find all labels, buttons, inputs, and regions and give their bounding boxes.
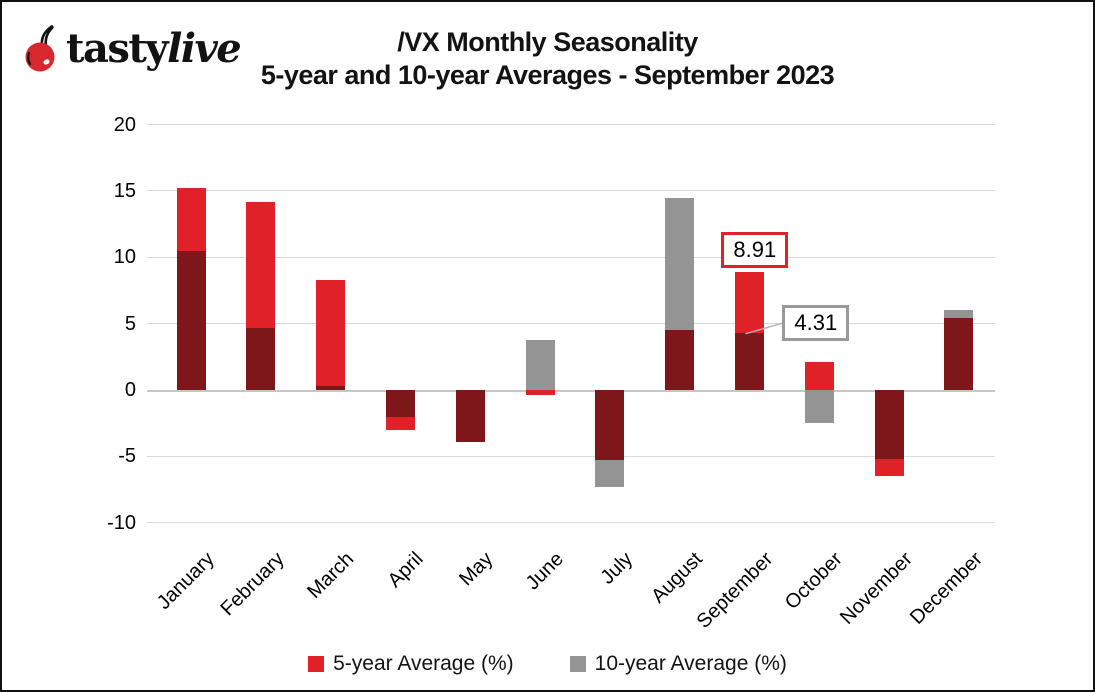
bar-january — [176, 250, 206, 390]
gridline — [147, 323, 995, 325]
legend-swatch-5yr-icon — [308, 656, 325, 672]
bar-october — [804, 390, 834, 424]
x-label-august: August — [647, 548, 708, 608]
x-label-june: June — [521, 548, 568, 595]
bar-november — [874, 458, 904, 477]
bar-january — [176, 188, 206, 251]
y-tick-label: 20 — [113, 113, 136, 136]
chart-title-line2: 5-year and 10-year Averages - September … — [260, 60, 835, 90]
x-label-october: October — [780, 548, 847, 614]
x-label-march: March — [303, 548, 359, 603]
y-tick-label: 10 — [113, 246, 136, 269]
x-label-may: May — [455, 548, 498, 591]
legend-label-5yr: 5-year Average (%) — [333, 652, 514, 675]
bar-december — [944, 318, 974, 390]
x-label-february: February — [216, 548, 289, 621]
gridline — [147, 522, 995, 524]
bar-april — [385, 390, 415, 417]
legend: 5-year Average (%) 10-year Average (%) — [2, 652, 1093, 676]
bar-february — [246, 327, 276, 390]
bar-august — [665, 330, 695, 390]
bar-december — [944, 310, 974, 319]
bar-june — [525, 390, 555, 396]
y-tick-label: 5 — [124, 312, 136, 335]
x-label-november: November — [835, 548, 917, 629]
y-tick-label: 15 — [113, 179, 136, 202]
bar-march — [316, 279, 346, 386]
bar-july — [595, 390, 625, 461]
chart-title: /VX Monthly Seasonality 5-year and 10-ye… — [2, 26, 1093, 92]
gridline — [147, 190, 995, 192]
data-label-4.31: 4.31 — [782, 304, 850, 341]
legend-swatch-10yr-icon — [569, 656, 586, 672]
bar-july — [595, 460, 625, 487]
logo-tasty: tasty — [66, 25, 169, 72]
legend-item-5yr: 5-year Average (%) — [308, 652, 514, 676]
bar-september — [734, 332, 764, 390]
bar-september — [734, 271, 764, 333]
x-label-december: December — [905, 548, 987, 629]
y-tick-label: -5 — [118, 445, 136, 468]
chart-title-line1: /VX Monthly Seasonality — [397, 27, 698, 57]
x-label-july: July — [596, 548, 638, 589]
x-axis-line — [147, 389, 995, 392]
cherry-icon — [25, 25, 55, 72]
x-label-january: January — [152, 548, 219, 614]
bar-may — [455, 390, 485, 442]
bar-february — [246, 201, 276, 328]
tastylive-logo: tastylive — [18, 24, 242, 74]
bar-june — [525, 339, 555, 390]
x-label-april: April — [384, 548, 428, 592]
bar-march — [316, 386, 346, 390]
gridline — [147, 124, 995, 126]
gridline — [147, 455, 995, 457]
bar-november — [874, 390, 904, 459]
bar-august — [665, 197, 695, 331]
legend-item-10yr: 10-year Average (%) — [569, 652, 787, 676]
data-label-8.91: 8.91 — [721, 231, 789, 268]
legend-label-10yr: 10-year Average (%) — [594, 652, 787, 675]
y-tick-label: 0 — [124, 379, 136, 401]
logo-wordmark: tastylive — [66, 25, 242, 73]
gridline — [147, 256, 995, 258]
logo-live: live — [167, 25, 242, 72]
bar-october — [804, 362, 834, 390]
bar-april — [385, 416, 415, 430]
y-tick-label: -10 — [107, 511, 136, 534]
